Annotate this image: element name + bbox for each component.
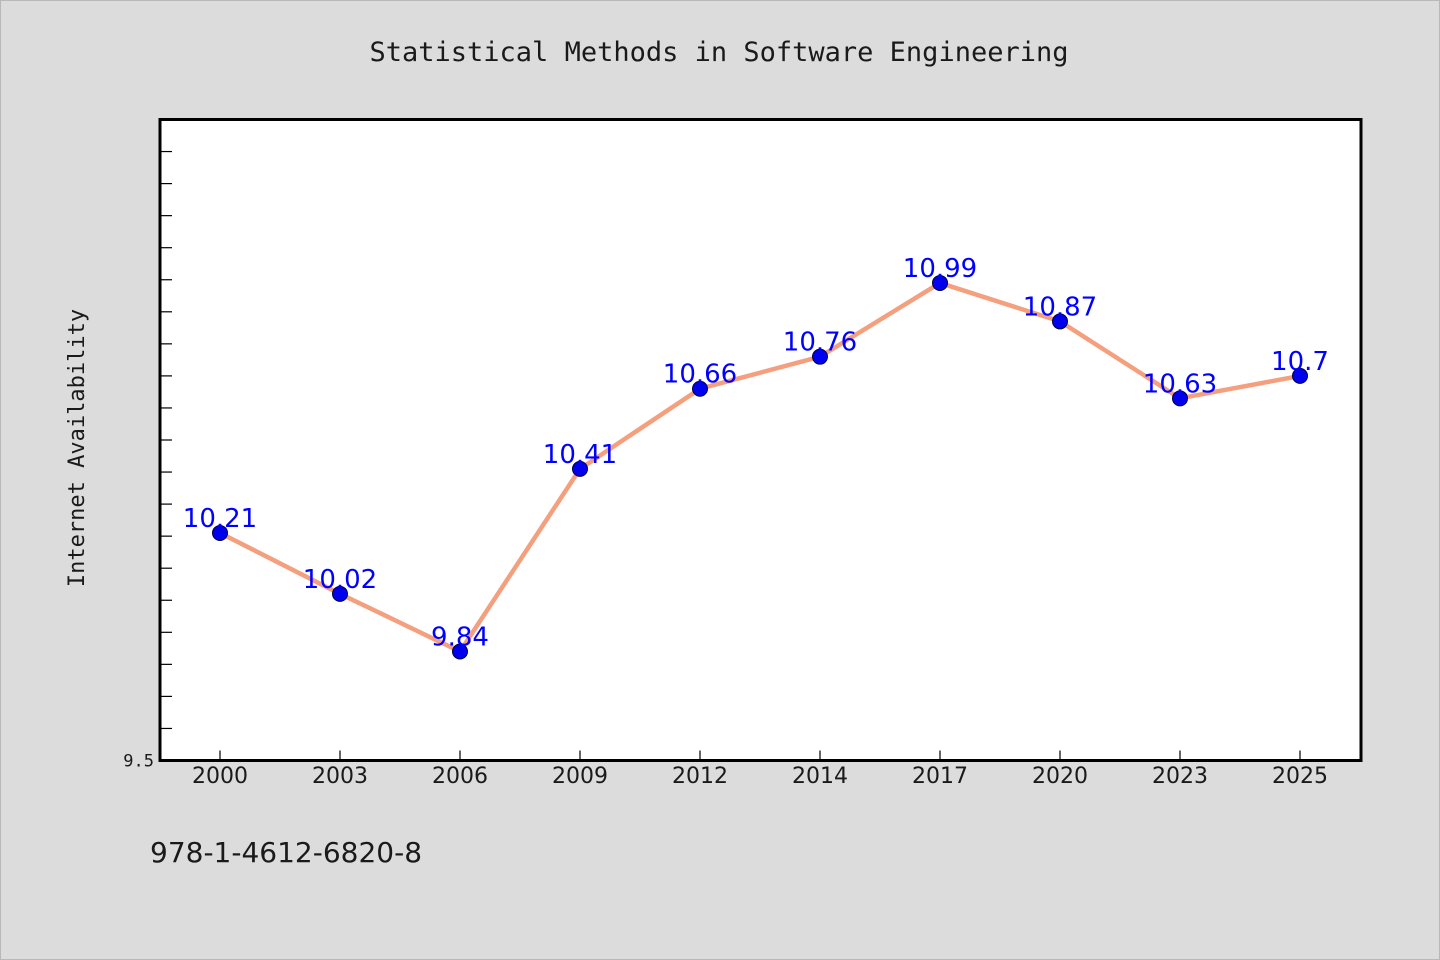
- data-label: 9.84: [431, 623, 489, 653]
- x-tick-label: 2000: [192, 764, 248, 789]
- x-tick-label: 2012: [672, 764, 728, 789]
- data-point: [1172, 390, 1188, 407]
- chart-title: Statistical Methods in Software Engineer…: [370, 37, 1069, 68]
- data-label: 10.41: [543, 440, 617, 470]
- x-tick-label: 2003: [312, 764, 368, 789]
- data-point: [932, 274, 948, 291]
- data-label: 10.21: [183, 504, 257, 534]
- data-label: 10.76: [783, 328, 857, 358]
- x-tick-label: 2009: [552, 764, 608, 789]
- x-tick-label: 2014: [792, 764, 848, 789]
- data-point: [332, 585, 348, 602]
- x-tick-label: 2017: [912, 764, 968, 789]
- data-labels: 10.21 10.02 9.84 10.41 10.66 10.76 10.99 10.87 1…: [183, 254, 1329, 653]
- series-line: [218, 280, 1301, 654]
- data-label: 10.7: [1271, 347, 1329, 377]
- isbn-text: 978-1-4612-6820-8: [150, 836, 422, 869]
- plot-area: [158, 118, 1363, 762]
- y-tick-label: 9.5: [123, 752, 154, 772]
- data-label: 10.99: [903, 254, 977, 284]
- x-tick-label: 2025: [1272, 764, 1328, 789]
- data-point: [572, 460, 588, 477]
- data-point: [452, 643, 468, 660]
- y-axis: 9.5: [123, 150, 172, 772]
- data-point: [812, 348, 828, 365]
- x-tick-label: 2006: [432, 764, 488, 789]
- data-label: 10.63: [1143, 369, 1217, 399]
- data-point: [1052, 313, 1068, 330]
- x-tick-label: 2023: [1152, 764, 1208, 789]
- y-axis-label: Internet Availability: [65, 309, 90, 587]
- x-tick-label: 2020: [1032, 764, 1088, 789]
- series-markers: [212, 274, 1308, 660]
- data-point: [692, 380, 708, 397]
- data-label: 10.02: [303, 565, 377, 595]
- data-label: 10.66: [663, 360, 737, 390]
- x-axis: 2000 2003 2006 2009 2012 2014 2017 2020 2023 2025: [192, 750, 1328, 789]
- data-point: [1292, 367, 1308, 384]
- data-point: [212, 524, 228, 541]
- data-label: 10.87: [1023, 292, 1097, 322]
